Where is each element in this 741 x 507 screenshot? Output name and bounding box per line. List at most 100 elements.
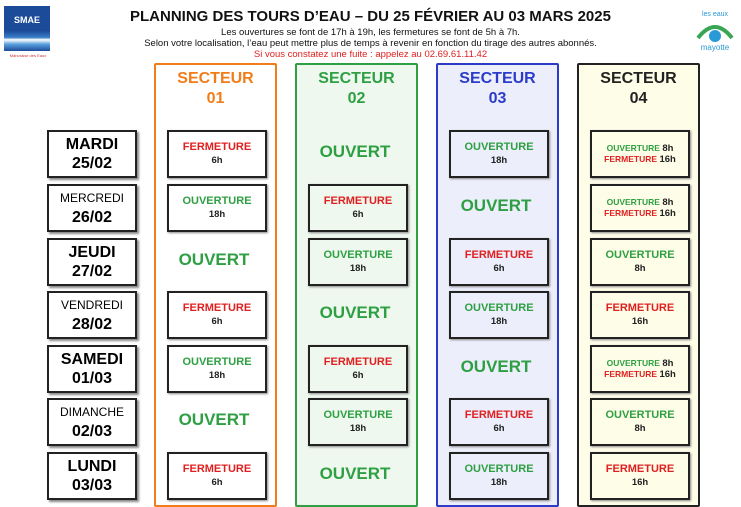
day-date: 01/03 — [71, 370, 113, 387]
hour: 18h — [490, 477, 508, 488]
hour: 6h — [493, 423, 505, 434]
leak-phone-note: Si vous constatez une fuite : appelez au… — [253, 49, 488, 60]
sector-number: 01 — [206, 90, 225, 107]
opening-hour: 8h — [662, 197, 674, 208]
smae-logo: SMAE — [4, 6, 50, 51]
status-open: OUVERT — [319, 464, 391, 483]
status-cell: FERMETURE 6h — [167, 130, 267, 178]
day-label-6: DIMANCHE 02/03 — [47, 398, 137, 446]
closing-hour: 16h — [659, 369, 676, 380]
day-label-3: JEUDI 27/02 — [47, 238, 137, 286]
opening-label: OUVERTURE — [605, 409, 675, 421]
hour: 18h — [490, 316, 508, 327]
status-cell: OUVERTURE 18h — [308, 238, 408, 286]
hour: 8h — [634, 423, 646, 434]
day-date: 26/02 — [71, 209, 113, 226]
hour: 6h — [211, 155, 223, 166]
day-date: 28/02 — [71, 316, 113, 333]
sector-header: SECTEUR 02 — [297, 69, 416, 109]
day-name: SAMEDI — [60, 351, 124, 368]
sector-label: SECTEUR — [318, 70, 395, 87]
status-cell: FERMETURE 6h — [449, 398, 549, 446]
status-cell: FERMETURE 6h — [308, 345, 408, 393]
status-open: OUVERT — [460, 357, 532, 376]
opening-label: OUVERTURE — [605, 249, 675, 261]
closing-label: FERMETURE — [604, 369, 658, 379]
opening-label: OUVERTURE — [464, 463, 534, 475]
opening-hour: 8h — [662, 143, 674, 154]
status-cell: OUVERTURE 8h FERMETURE 16h — [590, 345, 690, 393]
status-cell: OUVERTURE 18h — [449, 452, 549, 500]
day-name: VENDREDI — [60, 298, 123, 312]
sector-number: 03 — [488, 90, 507, 107]
subtitle-note: Selon votre localisation, l’eau peut met… — [144, 38, 597, 49]
sector-header: SECTEUR 03 — [438, 69, 557, 109]
hour: 16h — [631, 477, 649, 488]
sector-header: SECTEUR 01 — [156, 69, 275, 109]
sector-number: 02 — [347, 90, 366, 107]
status-open: OUVERT — [319, 303, 391, 322]
status-cell: OUVERTURE 8h FERMETURE 16h — [590, 130, 690, 178]
status-cell: OUVERTURE 8h FERMETURE 16h — [590, 184, 690, 232]
day-label-7: LUNDI 03/03 — [47, 452, 137, 500]
svg-text:mayotte: mayotte — [701, 43, 730, 52]
hour: 18h — [490, 155, 508, 166]
closing-hour: 16h — [659, 208, 676, 219]
smae-logo-caption: Mahoraise des Eaux — [9, 53, 47, 58]
day-name: MERCREDI — [59, 191, 124, 205]
status-cell: OUVERTURE 18h — [167, 345, 267, 393]
status-cell: OUVERTURE 18h — [449, 130, 549, 178]
closing-hour: 16h — [659, 154, 676, 165]
sector-label: SECTEUR — [177, 70, 254, 87]
opening-hour: 8h — [662, 358, 674, 369]
svg-text:les eaux: les eaux — [702, 11, 729, 18]
status-cell: OUVERTURE 8h — [590, 398, 690, 446]
page-title: PLANNING DES TOURS D’EAU – DU 25 FÉVRIER… — [130, 8, 611, 25]
status-open: OUVERT — [178, 410, 250, 429]
closing-label: FERMETURE — [464, 409, 534, 421]
closing-label: FERMETURE — [604, 154, 658, 164]
status-cell: FERMETURE 6h — [308, 184, 408, 232]
status-open: OUVERT — [319, 142, 391, 161]
status-cell: OUVERTURE 8h — [590, 238, 690, 286]
closing-label: FERMETURE — [182, 302, 252, 314]
hour: 6h — [352, 209, 364, 220]
status-cell: FERMETURE 6h — [167, 291, 267, 339]
closing-line: FERMETURE 16h — [592, 208, 688, 219]
status-cell: FERMETURE 6h — [167, 452, 267, 500]
hour: 6h — [493, 263, 505, 274]
status-cell: OUVERTURE 18h — [308, 398, 408, 446]
eaux-mayotte-logo: mayotte les eaux — [692, 8, 738, 52]
sector-number: 04 — [629, 90, 648, 107]
hour: 18h — [349, 423, 367, 434]
closing-label: FERMETURE — [182, 141, 252, 153]
opening-label: OUVERTURE — [323, 249, 393, 261]
opening-label: OUVERTURE — [323, 409, 393, 421]
hour: 6h — [352, 370, 364, 381]
opening-line: OUVERTURE 8h — [592, 143, 688, 154]
closing-label: FERMETURE — [323, 356, 393, 368]
status-cell: OUVERTURE 18h — [449, 291, 549, 339]
day-label-2: MERCREDI 26/02 — [47, 184, 137, 232]
sector-label: SECTEUR — [600, 70, 677, 87]
closing-label: FERMETURE — [605, 302, 675, 314]
day-label-4: VENDREDI 28/02 — [47, 291, 137, 339]
closing-label: FERMETURE — [182, 463, 252, 475]
sector-label: SECTEUR — [459, 70, 536, 87]
day-date: 25/02 — [71, 155, 113, 172]
hour: 6h — [211, 477, 223, 488]
day-label-5: SAMEDI 01/03 — [47, 345, 137, 393]
hour: 16h — [631, 316, 649, 327]
day-name: LUNDI — [67, 458, 117, 475]
opening-label: OUVERTURE — [606, 143, 660, 153]
opening-line: OUVERTURE 8h — [592, 197, 688, 208]
opening-label: OUVERTURE — [182, 356, 252, 368]
opening-label: OUVERTURE — [464, 302, 534, 314]
closing-line: FERMETURE 16h — [592, 154, 688, 165]
subtitle-hours: Les ouvertures se font de 17h à 19h, les… — [221, 27, 520, 38]
status-cell: FERMETURE 16h — [590, 291, 690, 339]
closing-label: FERMETURE — [323, 195, 393, 207]
closing-line: FERMETURE 16h — [592, 369, 688, 380]
hour: 6h — [211, 316, 223, 327]
status-open: OUVERT — [178, 250, 250, 269]
